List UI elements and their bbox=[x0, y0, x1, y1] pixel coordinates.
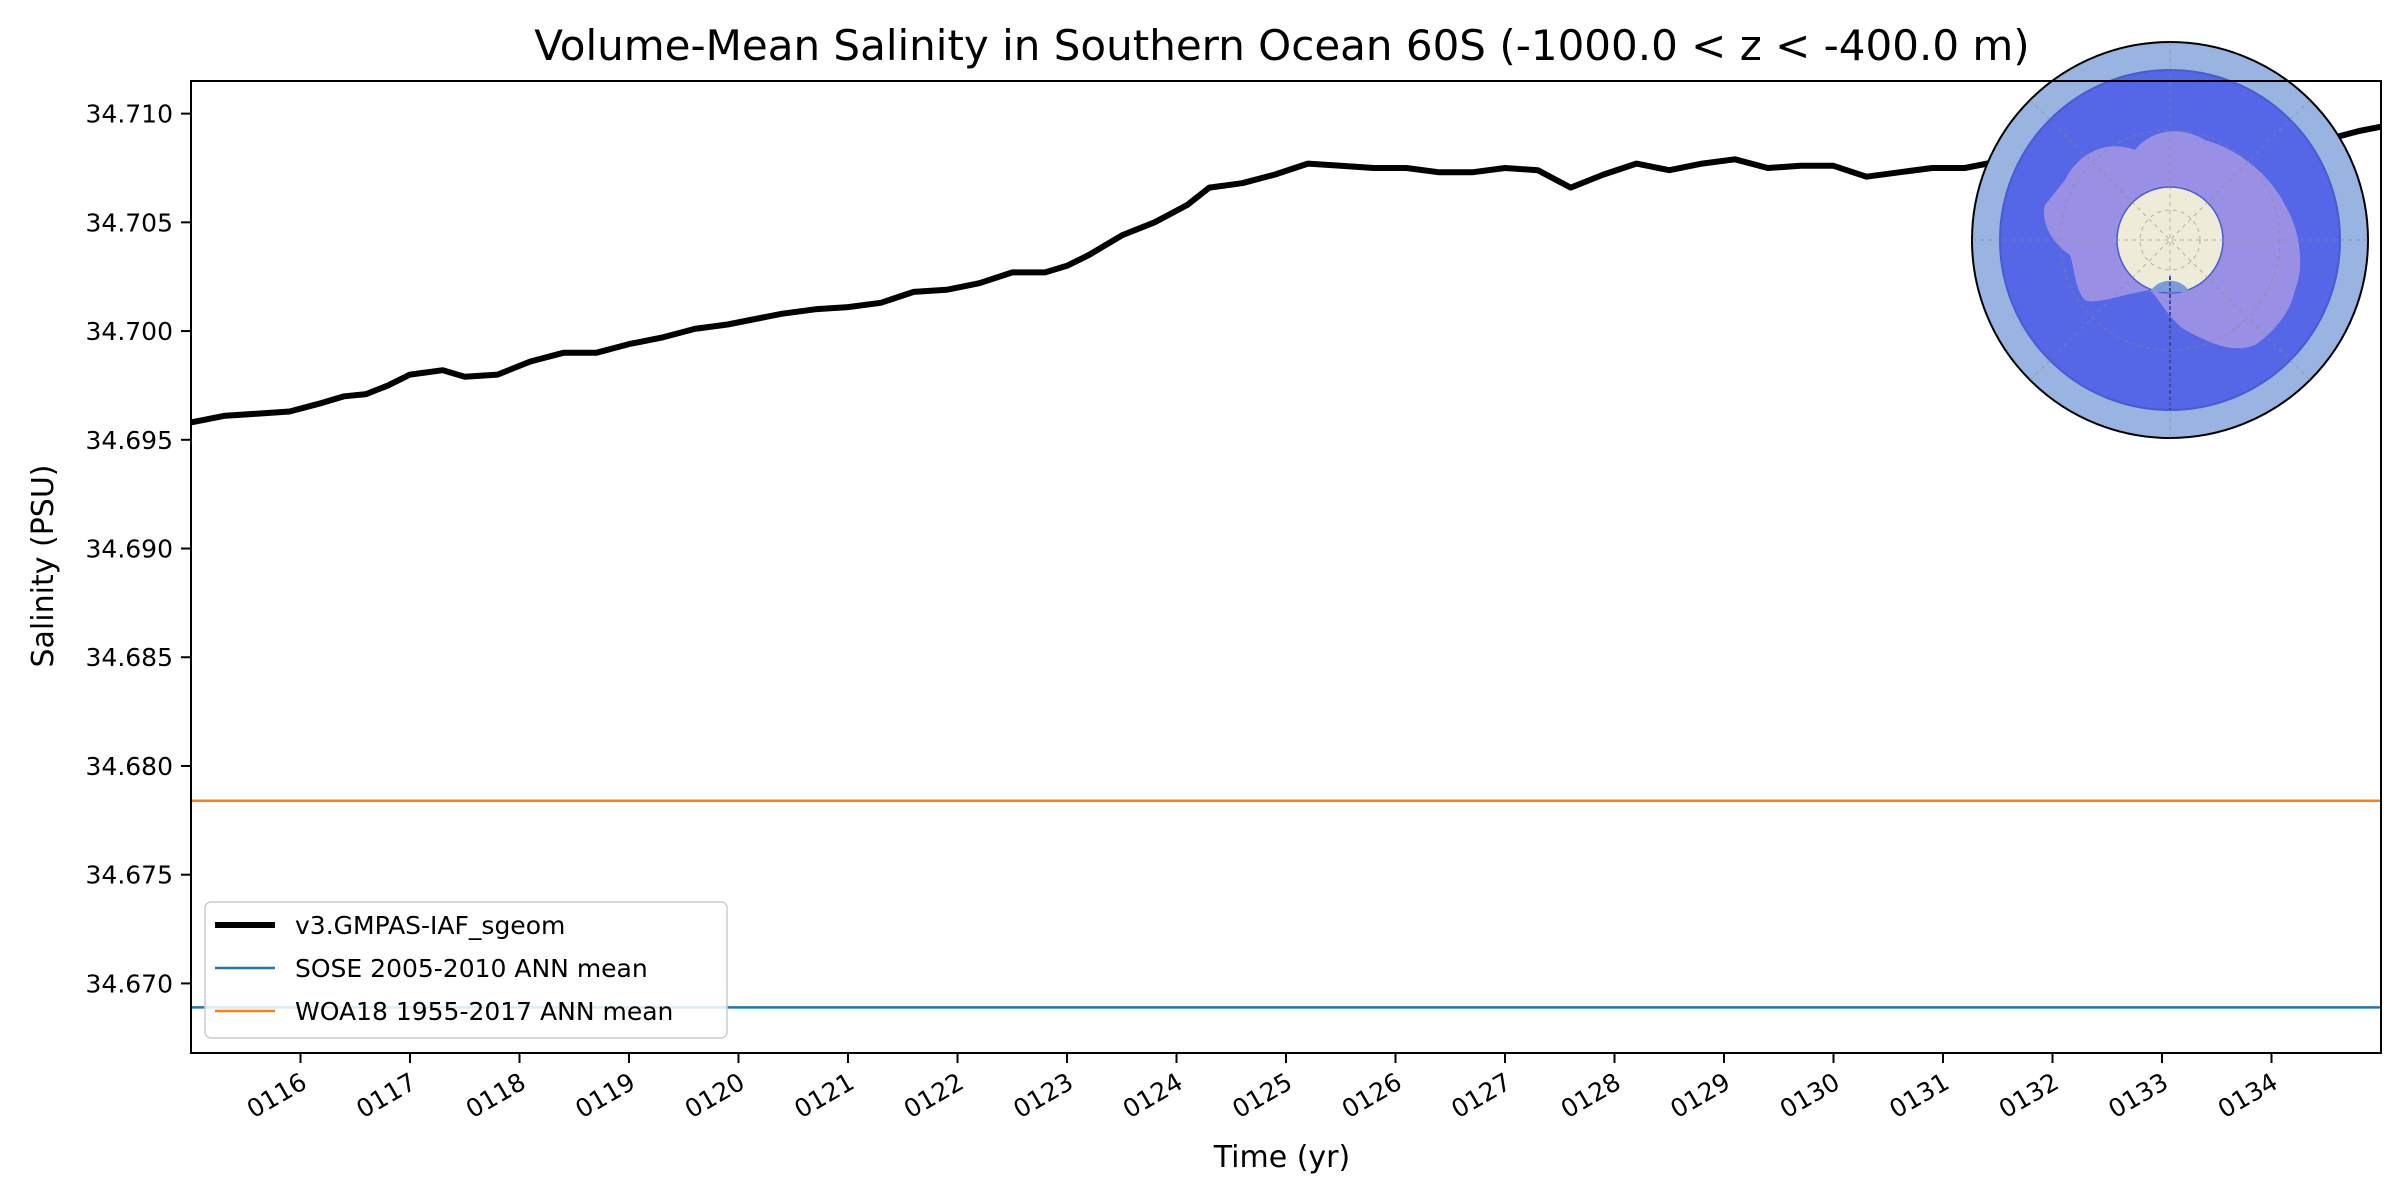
legend-label-sose: SOSE 2005-2010 ANN mean bbox=[295, 954, 648, 983]
legend-box bbox=[204, 901, 728, 1039]
y-tick-label: 34.700 bbox=[86, 317, 173, 346]
y-tick-label: 34.675 bbox=[86, 861, 173, 890]
y-axis-label: Salinity (PSU) bbox=[26, 465, 61, 668]
y-ticks: 34.670 34.675 34.680 34.685 34.690 34.695 34.7… bbox=[86, 100, 191, 998]
legend: v3.GMPAS-IAF_sgeom SOSE 2005-2010 ANN me… bbox=[204, 901, 728, 1039]
y-tick-label: 34.670 bbox=[86, 969, 173, 998]
y-tick-label: 34.695 bbox=[86, 426, 173, 455]
chart-title: Volume-Mean Salinity in Southern Ocean 6… bbox=[534, 21, 2029, 70]
y-tick-label: 34.705 bbox=[86, 208, 173, 237]
y-tick-label: 34.690 bbox=[86, 535, 173, 564]
legend-label-woa18: WOA18 1955-2017 ANN mean bbox=[295, 997, 673, 1026]
inset-map bbox=[1971, 41, 2369, 439]
x-axis-label: Time (yr) bbox=[1213, 1140, 1350, 1175]
y-tick-label: 34.680 bbox=[86, 752, 173, 781]
y-tick-label: 34.710 bbox=[86, 100, 173, 129]
inset-graticule bbox=[1972, 42, 2368, 438]
legend-label-model: v3.GMPAS-IAF_sgeom bbox=[295, 911, 565, 940]
inset-sea-patch bbox=[2150, 280, 2190, 292]
y-tick-label: 34.685 bbox=[86, 643, 173, 672]
